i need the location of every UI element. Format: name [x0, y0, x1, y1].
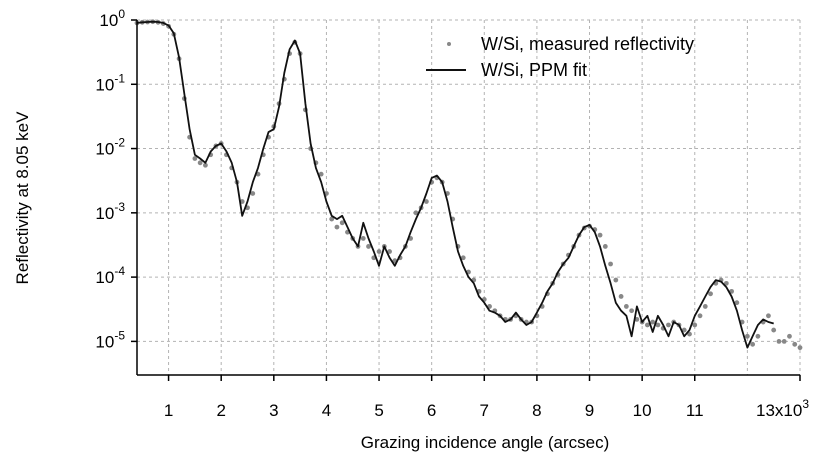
measured-point [602, 244, 608, 249]
x-axis-label: Grazing incidence angle (arcsec) [361, 433, 610, 452]
measured-point [792, 341, 798, 347]
measured-point [329, 216, 335, 222]
measured-point [734, 300, 740, 306]
measured-point [203, 162, 208, 168]
y-tick-label: 10-3 [95, 200, 125, 223]
measured-point [366, 244, 371, 249]
plot-area [134, 19, 803, 351]
measured-point [666, 322, 671, 328]
y-axis-label: Reflectivity at 8.05 keV [13, 111, 32, 285]
legend-label-measured: W/Si, measured reflectivity [481, 34, 694, 54]
measured-point [608, 261, 613, 267]
x-tick-label: 13x103 [756, 397, 809, 420]
measured-point [702, 304, 708, 309]
y-tick-label: 10-4 [95, 264, 125, 287]
measured-point [376, 249, 382, 254]
x-tick-label: 9 [585, 401, 594, 420]
measured-point [797, 345, 803, 351]
x-tick-label: 11 [686, 401, 704, 420]
x-tick-label: 1 [164, 401, 173, 420]
fit-line [136, 20, 774, 349]
measured-point [192, 156, 198, 161]
y-tick-label: 100 [99, 7, 125, 30]
measured-point [650, 319, 656, 325]
measured-point [681, 327, 687, 333]
measured-point [197, 160, 203, 166]
measured-point [460, 255, 466, 261]
measured-point [360, 236, 366, 241]
measured-point [597, 232, 603, 238]
measured-point [629, 308, 635, 314]
gridlines [137, 19, 801, 375]
x-tick-label: 3 [269, 401, 278, 420]
measured-point [613, 277, 619, 283]
measured-point [645, 322, 650, 328]
axes [131, 19, 801, 381]
legend: W/Si, measured reflectivity W/Si, PPM fi… [426, 34, 694, 80]
measured-point [334, 224, 340, 230]
measured-point [787, 333, 792, 339]
legend-label-fit: W/Si, PPM fit [481, 60, 587, 80]
y-tick-label: 10-1 [95, 71, 125, 94]
measured-point [618, 294, 624, 299]
x-tick-label: 7 [480, 401, 489, 420]
measured-point [723, 280, 729, 286]
measured-point [697, 313, 703, 319]
measured-point [339, 220, 345, 226]
measured-point [766, 313, 771, 319]
x-tick-label: 2 [216, 401, 225, 420]
measured-point [771, 327, 777, 333]
x-tick-label: 5 [374, 401, 383, 420]
measured-point [781, 338, 787, 344]
x-tick-label: 6 [427, 401, 436, 420]
tick-labels: 1 2 3 4 5 6 7 8 9 10 11 13x103 10-5 10-4 10-3 10-2 10-1 1… [95, 7, 809, 420]
y-tick-label: 10-2 [95, 136, 125, 159]
measured-point [318, 171, 324, 177]
x-tick-label: 4 [322, 401, 331, 420]
x-tick-label: 10 [633, 401, 652, 420]
legend-marker-measured [447, 42, 451, 46]
measured-point [250, 191, 256, 196]
measured-point [424, 199, 429, 204]
measured-point [744, 333, 750, 339]
measured-point [387, 249, 392, 254]
measured-point [413, 210, 419, 216]
measured-point [776, 338, 782, 344]
measured-point [623, 304, 629, 309]
y-tick-label: 10-5 [95, 328, 125, 351]
measured-point [692, 322, 698, 328]
measured-point [655, 322, 661, 328]
x-tick-label: 8 [532, 401, 541, 420]
measured-point [755, 333, 761, 339]
measured-point [750, 341, 756, 347]
measured-point [708, 291, 713, 297]
